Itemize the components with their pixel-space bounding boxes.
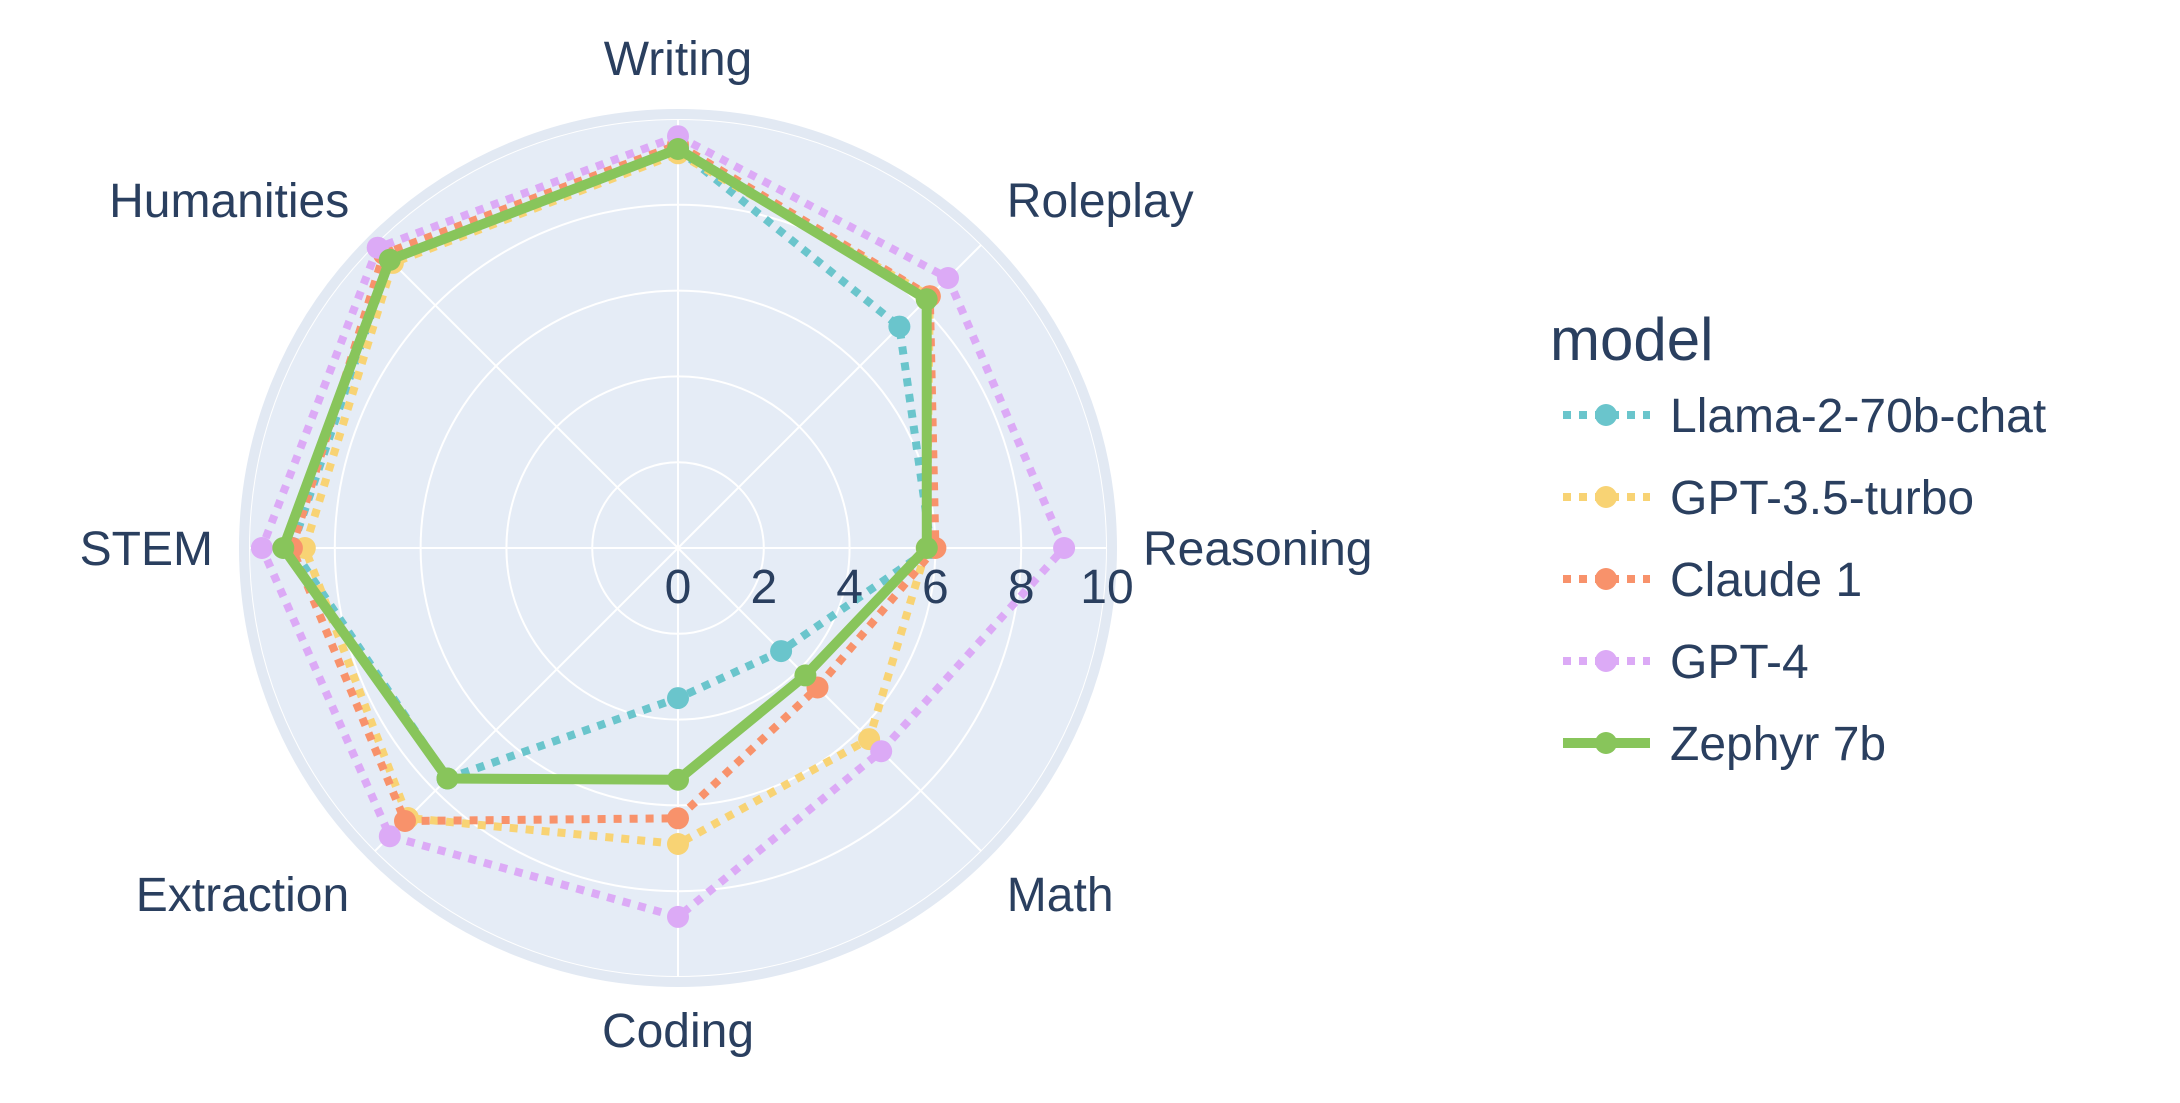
data-point-zephyr-7b-roleplay — [915, 288, 938, 311]
data-point-zephyr-7b-reasoning — [915, 537, 938, 559]
category-label-stem: STEM — [80, 523, 213, 576]
category-label-humanities: Humanities — [109, 175, 349, 228]
radial-tick-label: 2 — [750, 561, 777, 614]
legend-label-gpt-3-5-turbo[interactable]: GPT-3.5-turbo — [1670, 472, 1974, 525]
category-label-coding: Coding — [602, 1005, 754, 1058]
legend: model Llama-2-70b-chat GPT-3.5-turbo Claude… — [1550, 306, 2046, 771]
data-point-zephyr-7b-extraction — [436, 767, 459, 790]
data-point-gpt-4-roleplay — [937, 267, 959, 289]
legend-swatch-marker-gpt-4 — [1595, 650, 1617, 672]
legend-label-zephyr-7b[interactable]: Zephyr 7b — [1670, 718, 1886, 771]
data-point-gpt-3-5-turbo-coding — [667, 833, 689, 855]
radial-tick-label: 0 — [665, 561, 692, 614]
radial-tick-label: 4 — [836, 561, 863, 614]
radial-tick-label: 6 — [922, 561, 949, 614]
legend-swatch-marker-gpt-3-5-turbo — [1595, 486, 1617, 508]
data-point-llama-2-70b-chat-math — [770, 640, 793, 663]
category-label-reasoning: Reasoning — [1143, 523, 1373, 576]
data-point-zephyr-7b-writing — [667, 138, 689, 160]
data-point-gpt-4-extraction — [378, 825, 401, 848]
legend-swatch-marker-zephyr-7b — [1595, 732, 1617, 754]
data-point-zephyr-7b-math — [794, 664, 817, 687]
data-point-gpt-4-math — [870, 740, 893, 763]
radial-tick-label: 8 — [1008, 561, 1035, 614]
legend-label-llama-2-70b-chat[interactable]: Llama-2-70b-chat — [1670, 390, 2046, 443]
data-point-claude-1-extraction — [394, 810, 416, 832]
legend-label-claude-1[interactable]: Claude 1 — [1670, 554, 1862, 607]
category-label-extraction: Extraction — [136, 869, 349, 922]
grid-spoke — [677, 547, 983, 853]
data-point-claude-1-coding — [667, 807, 689, 830]
grid-spoke — [373, 243, 679, 549]
series-line-gpt-4 — [257, 132, 1069, 921]
data-point-llama-2-70b-chat-coding — [667, 687, 689, 710]
legend-label-gpt-4[interactable]: GPT-4 — [1670, 636, 1809, 689]
data-point-gpt-4-stem — [250, 537, 273, 559]
legend-title: model — [1550, 306, 1713, 373]
radial-tick-label: 10 — [1080, 561, 1133, 614]
data-point-gpt-4-reasoning — [1053, 537, 1076, 559]
category-label-writing: Writing — [604, 33, 752, 86]
data-point-zephyr-7b-humanities — [378, 248, 401, 271]
data-point-llama-2-70b-chat-roleplay — [888, 315, 911, 338]
category-label-math: Math — [1007, 869, 1114, 922]
data-point-gpt-4-coding — [667, 905, 689, 928]
legend-swatch-marker-claude-1 — [1595, 568, 1617, 590]
data-point-zephyr-7b-coding — [667, 768, 689, 791]
grid-spoke — [373, 547, 679, 853]
legend-swatch-marker-llama-2-70b-chat — [1595, 404, 1617, 426]
category-label-roleplay: Roleplay — [1007, 175, 1194, 228]
polar-frame — [239, 109, 1117, 987]
data-point-zephyr-7b-stem — [272, 537, 295, 559]
